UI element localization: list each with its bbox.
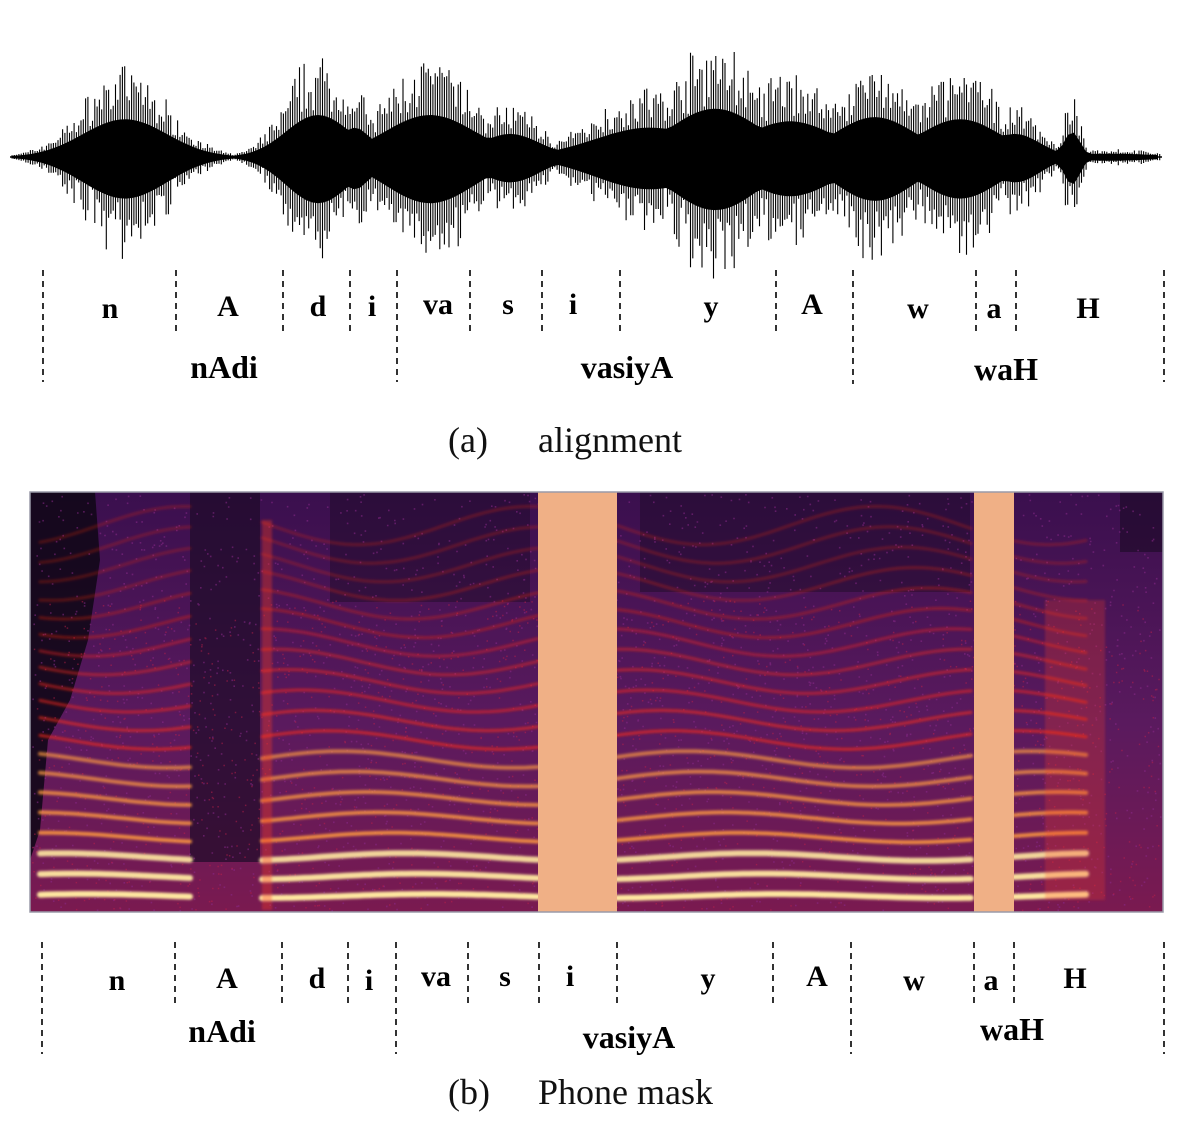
caption-a-text: alignment (538, 420, 682, 460)
phone-label: A (801, 288, 823, 321)
phone-mask-i (538, 492, 617, 912)
phone-label: i (569, 288, 577, 321)
alignment-tier-a: n A d i va s i y A w a H nAdi vasiyA waH (42, 270, 1165, 387)
caption-a: (a) alignment (448, 420, 682, 460)
caption-a-label: (a) (448, 420, 488, 460)
phone-label: A (806, 960, 828, 993)
spectrogram (29, 491, 1164, 913)
phone-label: A (217, 290, 239, 323)
phone-label: A (216, 962, 238, 995)
phone-label: s (499, 960, 511, 993)
phone-label: n (109, 964, 126, 997)
phone-label: s (502, 288, 514, 321)
spectrogram-harmonics (37, 504, 1105, 910)
spectrogram-noise (32, 494, 1162, 912)
phone-label: va (421, 960, 451, 993)
phone-label: n (102, 292, 119, 325)
phone-label: d (309, 962, 326, 995)
phone-label: i (566, 960, 574, 993)
phone-label: y (701, 962, 716, 995)
word-label: nAdi (190, 349, 258, 385)
phone-label: i (365, 964, 373, 997)
waveform (10, 52, 1162, 279)
word-label: waH (980, 1011, 1044, 1047)
phone-label: y (704, 290, 719, 323)
phone-label: i (368, 290, 376, 323)
phone-label: d (310, 290, 327, 323)
word-label: vasiyA (583, 1019, 675, 1055)
phone-label: a (987, 292, 1002, 325)
caption-b: (b) Phone mask (448, 1072, 713, 1112)
spectrogram-low-energy-regions (30, 492, 1163, 862)
phone-label: a (984, 964, 999, 997)
word-label: waH (974, 351, 1038, 387)
phone-label: w (907, 292, 929, 325)
spectrogram-border (29, 491, 1164, 913)
phone-label: H (1076, 292, 1099, 325)
phone-mask-a (974, 492, 1014, 912)
alignment-tier-b: n A d i va s i y A w a H nAdi vasiyA waH (41, 942, 1165, 1055)
waveform-core (12, 108, 1158, 211)
word-label: nAdi (188, 1013, 256, 1049)
caption-b-text: Phone mask (538, 1072, 713, 1112)
word-label: vasiyA (581, 349, 673, 385)
phone-label: w (903, 964, 925, 997)
caption-b-label: (b) (448, 1072, 490, 1112)
phone-label: H (1063, 962, 1086, 995)
phone-label: va (423, 288, 453, 321)
